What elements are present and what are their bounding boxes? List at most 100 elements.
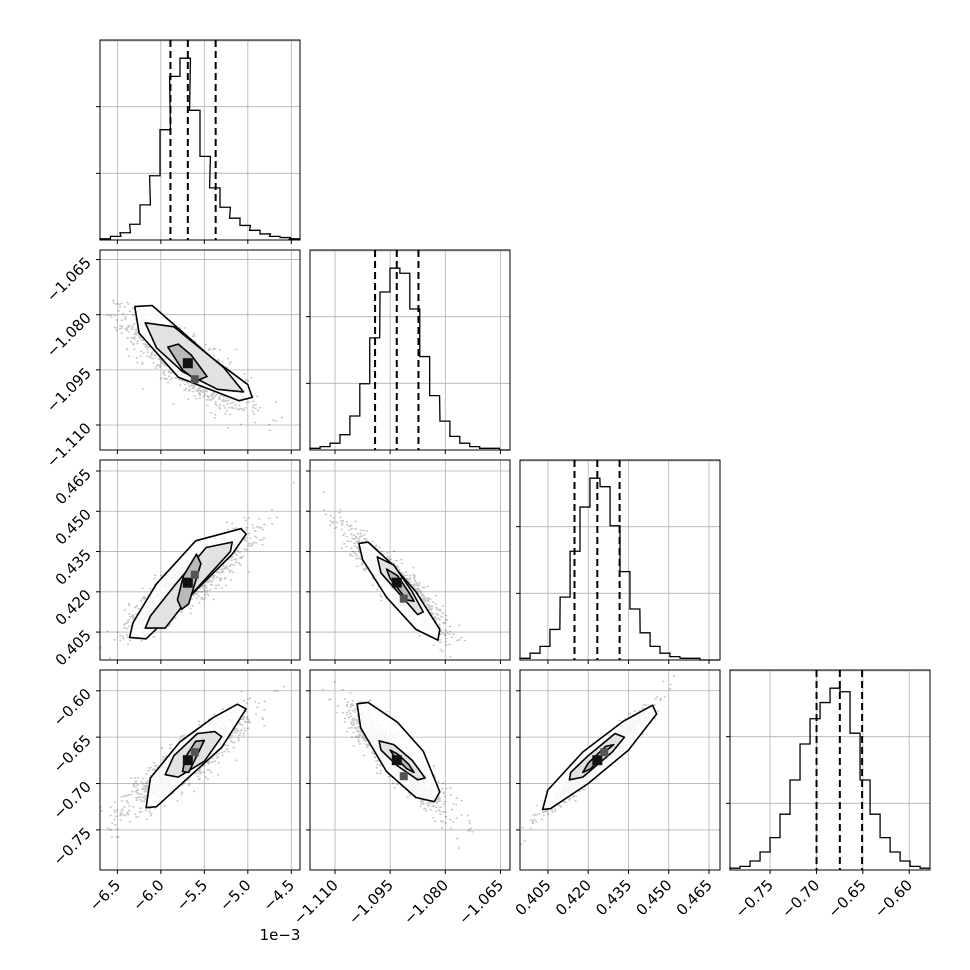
histogram-bin [870,814,880,870]
density-cell [600,748,609,757]
histogram-bin [610,526,620,660]
histogram-bin [560,597,570,660]
histogram-bin [250,230,260,240]
panel-frame [99,459,301,661]
histogram-bin [590,478,600,660]
panel-frame [309,459,511,661]
histogram-bin [390,268,400,450]
density-peak [182,755,193,766]
histogram-bin [890,852,900,870]
histogram-bin [830,688,840,870]
histogram-bin [770,838,780,870]
x-tick-label: −5.5 [173,876,211,914]
histogram-bin [600,487,610,660]
histogram-bin [740,866,750,870]
histogram-bin [260,234,270,240]
histogram-bin [580,507,590,660]
scatter-panel [519,669,721,871]
x-tick-label: −1.110 [290,876,342,928]
histogram-bin [400,273,410,450]
sample-cloud [322,491,466,658]
histogram-bin [460,443,470,450]
x-tick-label: −4.5 [260,876,298,914]
histogram-bin [850,733,860,870]
scatter-panel [99,669,301,871]
histogram-bin [160,130,170,240]
histogram-bin [450,436,460,450]
histogram-step [99,57,300,240]
histogram-bin [630,609,640,660]
histogram-bin [270,236,280,240]
histogram-bin [240,225,250,240]
y-tick-label: −0.65 [50,731,95,776]
histogram-bin [140,205,150,240]
histogram-step [309,267,510,451]
density-cell [399,594,408,603]
x-tick-label: −6.5 [86,876,124,914]
density-peak [182,577,193,588]
x-tick-label: −0.65 [824,876,869,921]
y-tick-label: −0.70 [50,778,95,823]
y-tick-label: 0.435 [52,546,95,589]
x-tick-label: −5.0 [216,876,254,914]
histogram-bin [810,719,820,870]
panel-frame [519,669,721,871]
x-tick-label: 0.450 [632,876,675,919]
histogram-bin [620,572,630,660]
panel-frame [99,669,301,871]
x-tick-label: 0.465 [673,876,716,919]
histogram-bin [530,653,540,660]
panel-frame [99,39,301,241]
scatter-panel [99,459,301,661]
panel-frame [309,249,511,451]
histogram-bin [640,633,650,660]
histogram-panel [96,39,301,241]
histogram-bin [780,814,790,870]
x-offset-label: 1e−3 [260,926,301,944]
histogram-bin [150,176,160,240]
density-cell [190,375,199,384]
y-tick-label: −0.60 [50,685,95,730]
histogram-bin [800,744,810,870]
histogram-step [519,477,720,661]
histogram-bin [340,435,350,450]
density-contour [144,321,245,393]
x-tick-label: −1.065 [455,876,507,928]
histogram-bin [130,224,140,240]
y-tick-label: −1.095 [43,364,95,416]
scatter-panel [99,249,301,451]
sample-cloud [100,481,296,659]
histogram-bin [190,110,200,240]
histogram-bin [380,292,390,450]
x-tick-label: 0.435 [592,876,635,919]
scatter-panel [309,459,511,661]
histogram-step [729,687,931,870]
histogram-bin [760,852,770,870]
x-tick-label: 0.405 [512,876,555,919]
histogram-bin [200,156,210,240]
histogram-bin [650,646,660,660]
histogram-bin [660,653,670,660]
density-cell [190,570,199,579]
y-tick-label: 0.405 [52,626,95,669]
x-tick-label: −6.0 [129,876,167,914]
sample-cloud [106,299,283,431]
x-tick-label: −0.60 [871,876,916,921]
histogram-bin [750,861,760,870]
histogram-bin [470,447,480,450]
histogram-bin [670,657,680,660]
panel-frame [99,249,301,451]
histogram-bin [900,861,910,870]
x-tick-label: 0.420 [552,876,595,919]
x-tick-label: −0.75 [732,876,777,921]
x-tick-label: −0.70 [778,876,823,921]
histogram-bin [220,207,230,240]
histogram-bin [120,233,130,240]
histogram-bin [820,703,830,870]
histogram-bin [440,421,450,450]
density-cell [190,748,199,757]
histogram-bin [910,866,920,870]
x-tick-label: −1.080 [400,876,452,928]
histogram-bin [230,218,240,240]
histogram-bin [540,646,550,660]
